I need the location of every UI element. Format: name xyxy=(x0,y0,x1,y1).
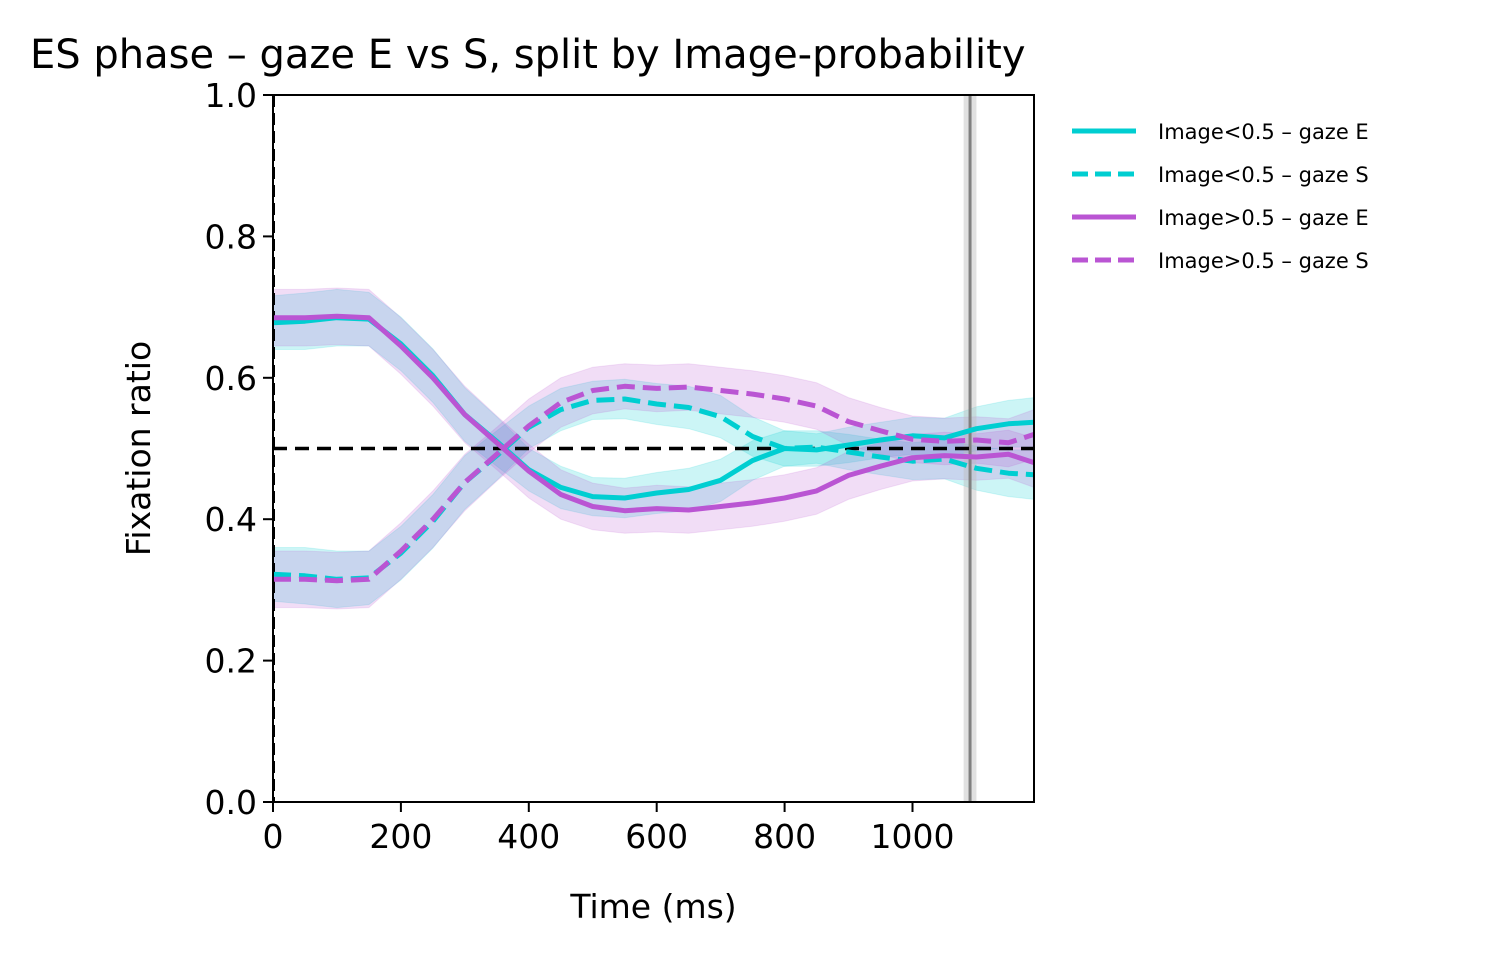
legend-label-4: Image>0.5 – gaze S xyxy=(1158,249,1369,273)
y-axis-ticks: 0.0 0.2 0.4 0.6 0.8 1.0 xyxy=(205,76,273,822)
x-axis-ticks: 0 200 400 600 800 1000 xyxy=(263,802,955,856)
x-tick-label: 800 xyxy=(753,817,816,856)
series-lines xyxy=(272,313,1035,584)
reference-lines xyxy=(273,95,1034,802)
legend-label-1: Image<0.5 – gaze E xyxy=(1158,120,1369,144)
series-line-3 xyxy=(273,313,1035,514)
y-tick-label: 0.2 xyxy=(205,642,257,681)
y-tick-label: 0.4 xyxy=(205,500,257,539)
legend-label-3: Image>0.5 – gaze E xyxy=(1158,206,1369,230)
y-tick-label: 0.6 xyxy=(205,359,257,398)
x-tick-label: 400 xyxy=(497,817,560,856)
x-axis-label: Time (ms) xyxy=(569,887,736,926)
x-tick-label: 200 xyxy=(369,817,432,856)
legend-label-2: Image<0.5 – gaze S xyxy=(1158,163,1369,187)
y-tick-label: 1.0 xyxy=(205,76,257,115)
chart-title: ES phase – gaze E vs S, split by Image-p… xyxy=(30,32,1026,78)
x-tick-label: 0 xyxy=(263,817,284,856)
y-tick-label: 0.8 xyxy=(205,217,257,256)
y-axis-label: Fixation ratio xyxy=(119,341,158,556)
x-tick-label: 1000 xyxy=(871,817,955,856)
y-tick-label: 0.0 xyxy=(205,783,257,822)
plot-frame xyxy=(272,94,1035,803)
series-line-4 xyxy=(273,383,1035,584)
legend: Image<0.5 – gaze E Image<0.5 – gaze S Imag… xyxy=(1072,120,1369,273)
x-tick-label: 600 xyxy=(625,817,688,856)
